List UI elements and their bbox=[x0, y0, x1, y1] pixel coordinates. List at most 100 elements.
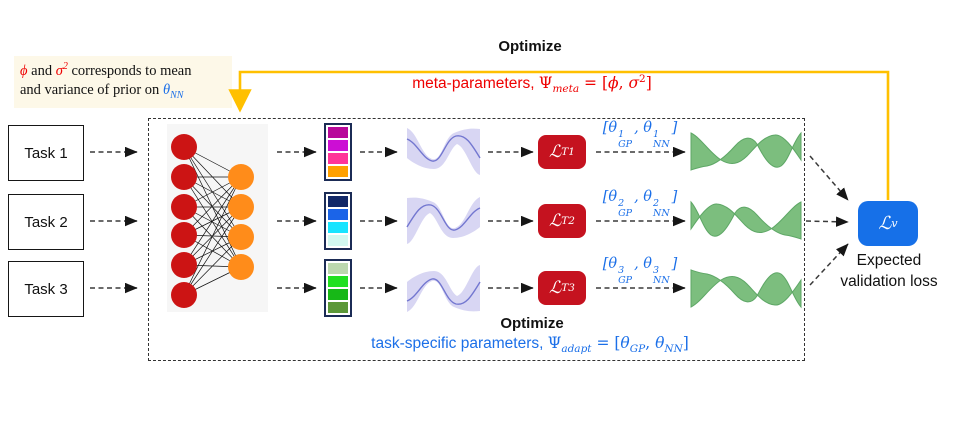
validation-loss-caption: Expected validation loss bbox=[820, 251, 955, 293]
equals: = [ bbox=[591, 334, 621, 352]
task-2-embedding-bar bbox=[324, 192, 352, 250]
color-cell bbox=[328, 235, 348, 246]
note-text: corresponds to mean bbox=[67, 62, 192, 79]
meta-formula-prefix: meta-parameters, bbox=[412, 75, 539, 93]
sigma-symbol: σ bbox=[55, 62, 63, 79]
color-cell bbox=[328, 289, 348, 300]
task-2-loss-box: ℒ T2 bbox=[538, 204, 586, 238]
psi-symbol: Ψ bbox=[547, 334, 562, 352]
theta-gp-sub: GP bbox=[618, 207, 633, 219]
validation-subscript: v bbox=[891, 217, 898, 230]
color-cell bbox=[328, 166, 348, 177]
nn-input-nodes bbox=[171, 134, 197, 308]
note-text: and variance of prior on bbox=[20, 82, 163, 99]
psi-meta-subscript: meta bbox=[552, 83, 580, 96]
theta-nn-sub: NN bbox=[653, 274, 670, 286]
color-cell bbox=[328, 263, 348, 274]
note-text: and bbox=[27, 62, 56, 79]
theta-mid: , θ bbox=[634, 189, 653, 205]
task-2-label: Task 2 bbox=[24, 213, 68, 231]
posterior-samples-plot-2 bbox=[689, 193, 803, 249]
gp-prediction-plot-3 bbox=[404, 261, 483, 315]
theta-gp-subscript: GP bbox=[629, 343, 646, 356]
loss-symbol: ℒ bbox=[878, 213, 892, 234]
theta-close: ] bbox=[671, 189, 678, 205]
posterior-ribbon bbox=[690, 200, 802, 240]
theta-sup: 3 bbox=[618, 265, 625, 276]
comma: , bbox=[645, 334, 656, 352]
caption-line-2: validation loss bbox=[840, 272, 938, 290]
bracket-close: ] bbox=[682, 334, 689, 352]
adapt-formula-prefix: task-specific parameters, bbox=[371, 335, 548, 352]
task-3-label: Task 3 bbox=[24, 280, 68, 298]
task-2-box: Task 2 bbox=[8, 194, 84, 250]
prior-note-box: ϕ and σ2 corresponds to mean and varianc… bbox=[14, 56, 232, 108]
loss-subscript: T1 bbox=[561, 146, 575, 158]
gp-mean-curve bbox=[406, 278, 481, 305]
color-cell bbox=[328, 209, 348, 220]
arrow-posterior2-to-validation bbox=[805, 216, 849, 227]
theta-mid: , θ bbox=[634, 120, 653, 136]
task-1-embedding-bar bbox=[324, 123, 352, 181]
neural-network-diagram bbox=[171, 134, 254, 308]
theta-nn-symbol: θ bbox=[162, 82, 171, 99]
theta-nn-sub: NN bbox=[653, 138, 670, 150]
theta-sup: 2 bbox=[653, 198, 660, 209]
task-1-label: Task 1 bbox=[24, 144, 68, 162]
theta-open: [θ bbox=[602, 120, 618, 136]
theta-close: ] bbox=[671, 120, 678, 136]
adapted-params-label-2: [θ 2 GP, θ 2 NN] bbox=[592, 189, 688, 218]
optimize-adapt-label: Optimize bbox=[500, 315, 564, 332]
caption-line-1: Expected bbox=[856, 252, 922, 269]
loss-subscript: T2 bbox=[561, 215, 575, 227]
color-cell bbox=[328, 302, 348, 313]
theta-symbol: θ bbox=[655, 334, 665, 352]
sigma-symbol: σ bbox=[628, 74, 640, 93]
theta-gp-sub: GP bbox=[618, 138, 633, 150]
posterior-samples-plot-1 bbox=[689, 124, 803, 180]
phi-symbol: ϕ bbox=[608, 74, 619, 93]
task-1-loss-box: ℒ T1 bbox=[538, 135, 586, 169]
task-3-box: Task 3 bbox=[8, 261, 84, 317]
posterior-ribbon bbox=[690, 269, 802, 309]
equals: = [ bbox=[579, 74, 608, 93]
psi-adapt-subscript: adapt bbox=[561, 343, 592, 356]
optimize-meta-label: Optimize bbox=[498, 38, 562, 55]
theta-open: [θ bbox=[602, 256, 618, 272]
theta-sup: 3 bbox=[653, 265, 660, 276]
theta-mid: , θ bbox=[634, 256, 653, 272]
gp-mean-curve bbox=[406, 204, 481, 231]
gp-prediction-plot-2 bbox=[404, 194, 483, 248]
posterior-samples-plot-3 bbox=[689, 260, 803, 316]
task-3-loss-box: ℒ T3 bbox=[538, 271, 586, 305]
color-cell bbox=[328, 127, 348, 138]
sigma-exponent: 2 bbox=[639, 73, 646, 85]
sigma-exponent: 2 bbox=[62, 61, 68, 72]
color-cell bbox=[328, 196, 348, 207]
posterior-ribbon bbox=[690, 131, 802, 171]
theta-sup: 2 bbox=[618, 198, 625, 209]
bracket-close: ] bbox=[645, 74, 652, 93]
neural-network-panel bbox=[167, 124, 268, 312]
task-1-box: Task 1 bbox=[8, 125, 84, 181]
theta-nn-sub: NN bbox=[653, 207, 670, 219]
theta-nn-subscript: NN bbox=[664, 343, 683, 356]
color-cell bbox=[328, 153, 348, 164]
psi-symbol: Ψ bbox=[538, 74, 553, 93]
theta-close: ] bbox=[671, 256, 678, 272]
loss-subscript: T3 bbox=[561, 282, 575, 294]
theta-gp-sub: GP bbox=[618, 274, 633, 286]
theta-nn-subscript: NN bbox=[170, 90, 184, 102]
color-cell bbox=[328, 140, 348, 151]
comma: , bbox=[618, 74, 629, 93]
arrow-posterior1-to-validation bbox=[809, 155, 849, 201]
phi-symbol: ϕ bbox=[20, 62, 28, 79]
color-cell bbox=[328, 222, 348, 233]
adapted-params-label-1: [θ 1 GP, θ 1 NN] bbox=[592, 120, 688, 149]
loss-symbol: ℒ bbox=[549, 278, 562, 298]
loss-symbol: ℒ bbox=[549, 142, 562, 162]
color-cell bbox=[328, 276, 348, 287]
task-3-embedding-bar bbox=[324, 259, 352, 317]
